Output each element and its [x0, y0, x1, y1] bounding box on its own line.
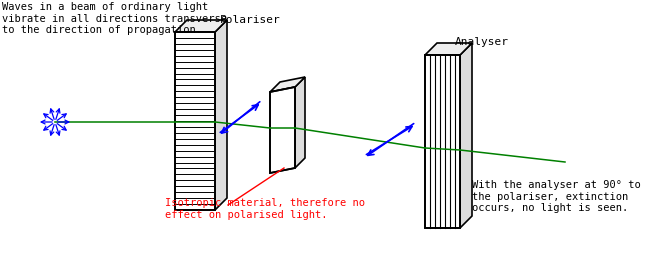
Text: Waves in a beam of ordinary light
vibrate in all directions transverse
to the di: Waves in a beam of ordinary light vibrat…	[2, 2, 227, 35]
Polygon shape	[425, 55, 460, 228]
Polygon shape	[270, 87, 295, 173]
Polygon shape	[270, 77, 305, 92]
Text: With the analyser at 90° to
the polariser, extinction
occurs, no light is seen.: With the analyser at 90° to the polarise…	[472, 180, 641, 213]
Text: Analyser: Analyser	[455, 37, 509, 47]
Polygon shape	[215, 20, 227, 210]
Polygon shape	[425, 43, 472, 55]
Text: Polariser: Polariser	[220, 15, 281, 25]
Text: Isotropic material, therefore no
effect on polarised light.: Isotropic material, therefore no effect …	[165, 198, 365, 219]
Polygon shape	[175, 20, 227, 32]
Polygon shape	[460, 43, 472, 228]
Polygon shape	[175, 32, 215, 210]
Polygon shape	[295, 77, 305, 168]
